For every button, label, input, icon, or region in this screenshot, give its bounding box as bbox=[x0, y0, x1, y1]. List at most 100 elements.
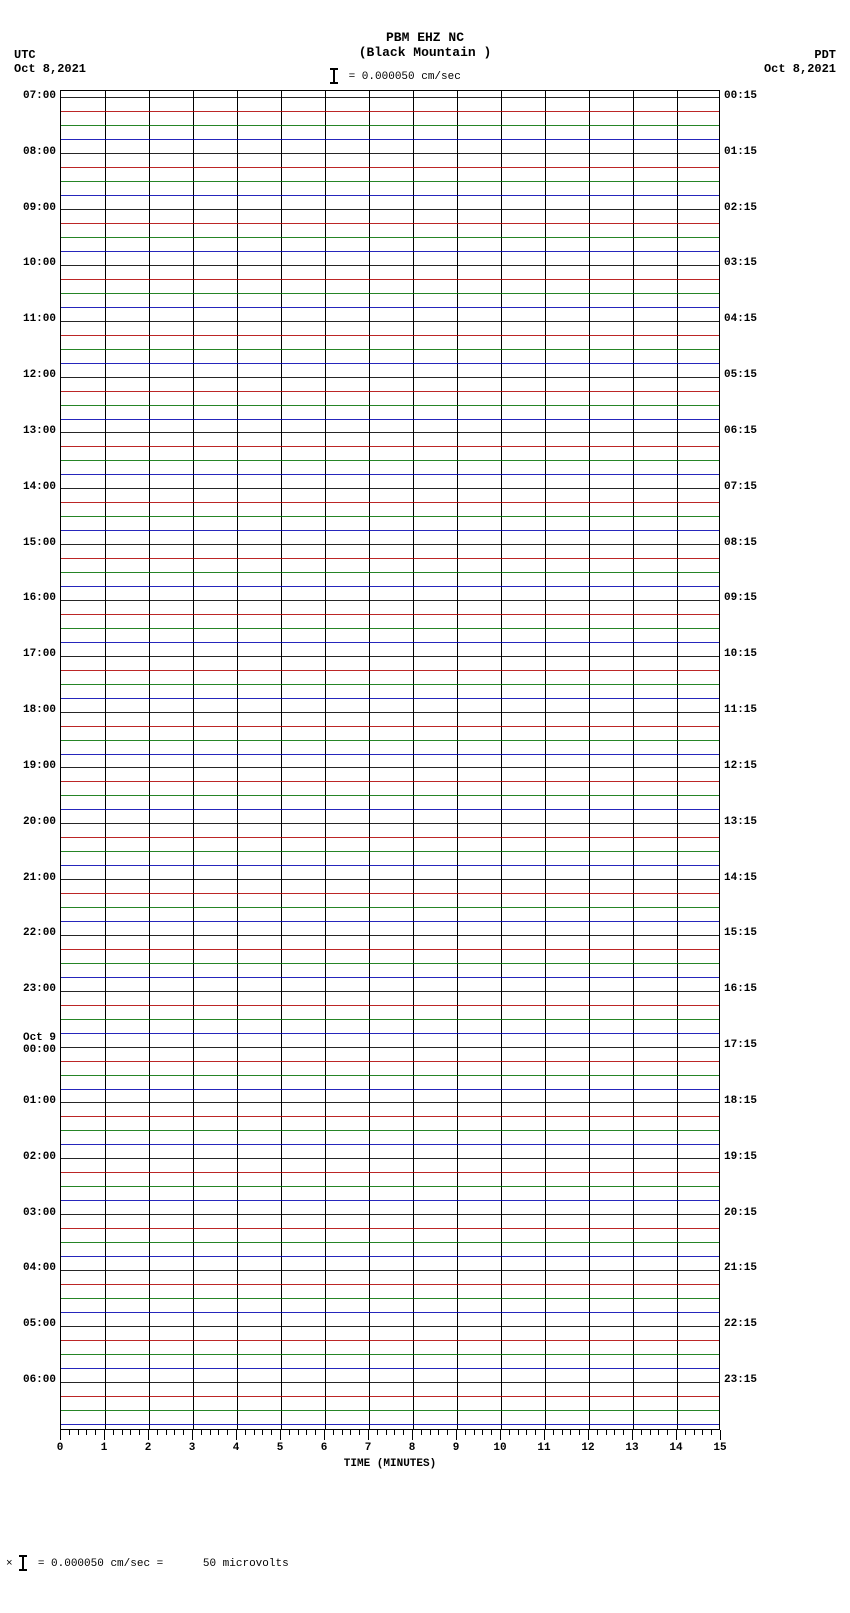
trace-row bbox=[61, 147, 719, 161]
xtick-label: 2 bbox=[145, 1442, 152, 1454]
left-time-label: 09:00 bbox=[8, 202, 56, 214]
xtick-major bbox=[544, 1430, 545, 1440]
trace-row bbox=[61, 245, 719, 259]
xtick-minor bbox=[306, 1430, 307, 1435]
xtick-major bbox=[280, 1430, 281, 1440]
right-time-label: 13:15 bbox=[724, 816, 757, 828]
left-time-label: 12:00 bbox=[8, 369, 56, 381]
seismogram-container: PBM EHZ NC (Black Mountain ) = 0.000050 … bbox=[0, 0, 850, 1613]
trace-line bbox=[61, 712, 719, 713]
xtick-label: 3 bbox=[189, 1442, 196, 1454]
trace-line bbox=[61, 139, 719, 140]
xtick-label: 12 bbox=[581, 1442, 594, 1454]
xtick-major bbox=[676, 1430, 677, 1440]
trace-line bbox=[61, 265, 719, 266]
trace-line bbox=[61, 1158, 719, 1159]
xtick-minor bbox=[315, 1430, 316, 1435]
trace-line bbox=[61, 1396, 719, 1397]
trace-row bbox=[61, 998, 719, 1012]
trace-row bbox=[61, 119, 719, 133]
trace-row bbox=[61, 733, 719, 747]
trace-row bbox=[61, 440, 719, 454]
right-time-label: 06:15 bbox=[724, 425, 757, 437]
xtick-minor bbox=[482, 1430, 483, 1435]
xtick-minor bbox=[174, 1430, 175, 1435]
trace-row bbox=[61, 1305, 719, 1319]
xtick-minor bbox=[421, 1430, 422, 1435]
trace-line bbox=[61, 474, 719, 475]
left-time-label: 19:00 bbox=[8, 760, 56, 772]
xtick-minor bbox=[386, 1430, 387, 1435]
xtick-minor bbox=[227, 1430, 228, 1435]
trace-line bbox=[61, 405, 719, 406]
right-time-label: 02:15 bbox=[724, 202, 757, 214]
trace-line bbox=[61, 795, 719, 796]
trace-line bbox=[61, 153, 719, 154]
trace-row bbox=[61, 1375, 719, 1389]
footer-sub: × bbox=[6, 1558, 13, 1570]
left-time-label: 21:00 bbox=[8, 872, 56, 884]
trace-row bbox=[61, 845, 719, 859]
trace-row bbox=[61, 314, 719, 328]
trace-row bbox=[61, 649, 719, 663]
trace-line bbox=[61, 1186, 719, 1187]
trace-row bbox=[61, 259, 719, 273]
xtick-minor bbox=[667, 1430, 668, 1435]
xtick-minor bbox=[623, 1430, 624, 1435]
trace-row bbox=[61, 594, 719, 608]
xtick-minor bbox=[394, 1430, 395, 1435]
trace-row bbox=[61, 1082, 719, 1096]
right-time-label: 00:15 bbox=[724, 90, 757, 102]
xtick-minor bbox=[166, 1430, 167, 1435]
trace-row bbox=[61, 789, 719, 803]
xtick-minor bbox=[606, 1430, 607, 1435]
xtick-minor bbox=[210, 1430, 211, 1435]
trace-row bbox=[61, 1222, 719, 1236]
xtick-minor bbox=[614, 1430, 615, 1435]
right-time-label: 23:15 bbox=[724, 1374, 757, 1386]
trace-row bbox=[61, 342, 719, 356]
xtick-minor bbox=[245, 1430, 246, 1435]
xtick-minor bbox=[130, 1430, 131, 1435]
trace-row bbox=[61, 1026, 719, 1040]
trace-line bbox=[61, 209, 719, 210]
trace-row bbox=[61, 1152, 719, 1166]
right-time-label: 04:15 bbox=[724, 313, 757, 325]
trace-row bbox=[61, 1250, 719, 1264]
trace-line bbox=[61, 558, 719, 559]
trace-line bbox=[61, 963, 719, 964]
trace-line bbox=[61, 1256, 719, 1257]
trace-row bbox=[61, 1236, 719, 1250]
trace-row bbox=[61, 370, 719, 384]
right-time-label: 09:15 bbox=[724, 592, 757, 604]
trace-line bbox=[61, 419, 719, 420]
trace-line bbox=[61, 977, 719, 978]
trace-row bbox=[61, 300, 719, 314]
xtick-minor bbox=[579, 1430, 580, 1435]
trace-row bbox=[61, 887, 719, 901]
trace-line bbox=[61, 223, 719, 224]
left-time-label: 11:00 bbox=[8, 313, 56, 325]
xtick-label: 0 bbox=[57, 1442, 64, 1454]
trace-line bbox=[61, 195, 719, 196]
trace-line bbox=[61, 1298, 719, 1299]
trace-row bbox=[61, 1319, 719, 1333]
trace-line bbox=[61, 125, 719, 126]
trace-row bbox=[61, 607, 719, 621]
trace-row bbox=[61, 580, 719, 594]
trace-row bbox=[61, 956, 719, 970]
trace-row bbox=[61, 1040, 719, 1054]
xtick-label: 7 bbox=[365, 1442, 372, 1454]
xtick-minor bbox=[535, 1430, 536, 1435]
trace-line bbox=[61, 516, 719, 517]
right-time-label: 19:15 bbox=[724, 1151, 757, 1163]
trace-line bbox=[61, 865, 719, 866]
trace-line bbox=[61, 251, 719, 252]
trace-line bbox=[61, 446, 719, 447]
trace-row bbox=[61, 105, 719, 119]
right-time-label: 22:15 bbox=[724, 1318, 757, 1330]
trace-line bbox=[61, 907, 719, 908]
trace-line bbox=[61, 111, 719, 112]
trace-line bbox=[61, 740, 719, 741]
left-time-label: 07:00 bbox=[8, 90, 56, 102]
